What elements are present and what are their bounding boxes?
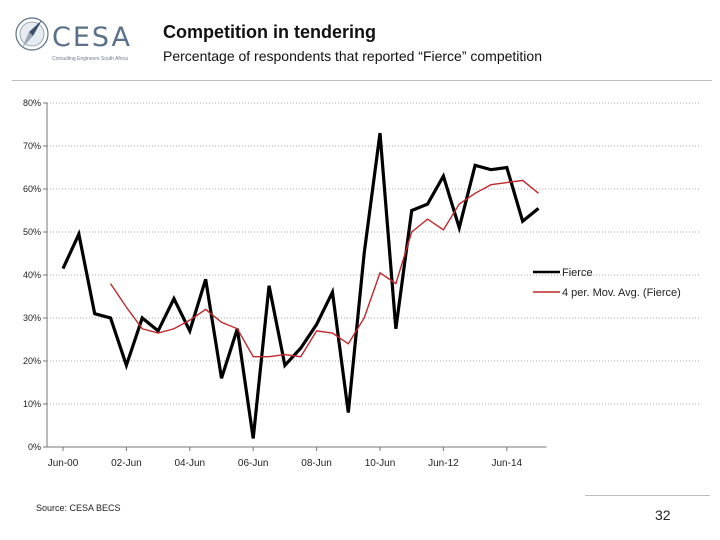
footer-divider <box>585 495 710 496</box>
source-note: Source: CESA BECS <box>36 503 121 513</box>
y-tick-label: 30% <box>23 313 41 323</box>
page-number: 32 <box>655 507 671 523</box>
x-tick-label: Jun-14 <box>492 458 523 469</box>
y-tick-label: 70% <box>23 141 41 151</box>
header-divider <box>12 80 712 81</box>
legend-label-moving-average: 4 per. Mov. Avg. (Fierce) <box>562 287 681 299</box>
y-tick-label: 40% <box>23 270 41 280</box>
x-tick-label: 06-Jun <box>238 458 269 469</box>
x-tick-label: 10-Jun <box>365 458 396 469</box>
legend: Fierce 4 per. Mov. Avg. (Fierce) <box>533 267 681 299</box>
legend-label-fierce: Fierce <box>562 267 593 279</box>
y-tick-label: 10% <box>23 399 41 409</box>
slide-subtitle: Percentage of respondents that reported … <box>163 48 542 64</box>
x-tick-label: 08-Jun <box>301 458 332 469</box>
slide-title: Competition in tendering <box>163 22 376 42</box>
y-tick-label: 60% <box>23 184 41 194</box>
logo-wordmark: CESA <box>52 22 133 53</box>
y-tick-label: 80% <box>23 98 41 108</box>
logo-tagline: Consulting Engineers South Africa <box>52 56 128 62</box>
x-tick-label: Jun-12 <box>428 458 459 469</box>
x-tick-label: Jun-00 <box>48 458 79 469</box>
gridlines <box>47 102 700 405</box>
y-tick-label: 50% <box>23 227 41 237</box>
series-line-fierce <box>61 132 540 439</box>
y-tick-label: 0% <box>28 442 41 452</box>
compass-logo-icon <box>15 17 49 51</box>
y-tick-label: 20% <box>23 356 41 366</box>
axes: 0% 10% 20% 30% 40% 50% 60% 70% 80% Jun-00 02-Jun 04… <box>23 98 547 469</box>
series-layer <box>61 132 540 439</box>
x-tick-label: 02-Jun <box>111 458 142 469</box>
series-line-moving-average <box>109 179 539 358</box>
x-tick-label: 04-Jun <box>175 458 206 469</box>
cesa-logo: CESA Consulting Engineers South Africa <box>14 12 144 64</box>
